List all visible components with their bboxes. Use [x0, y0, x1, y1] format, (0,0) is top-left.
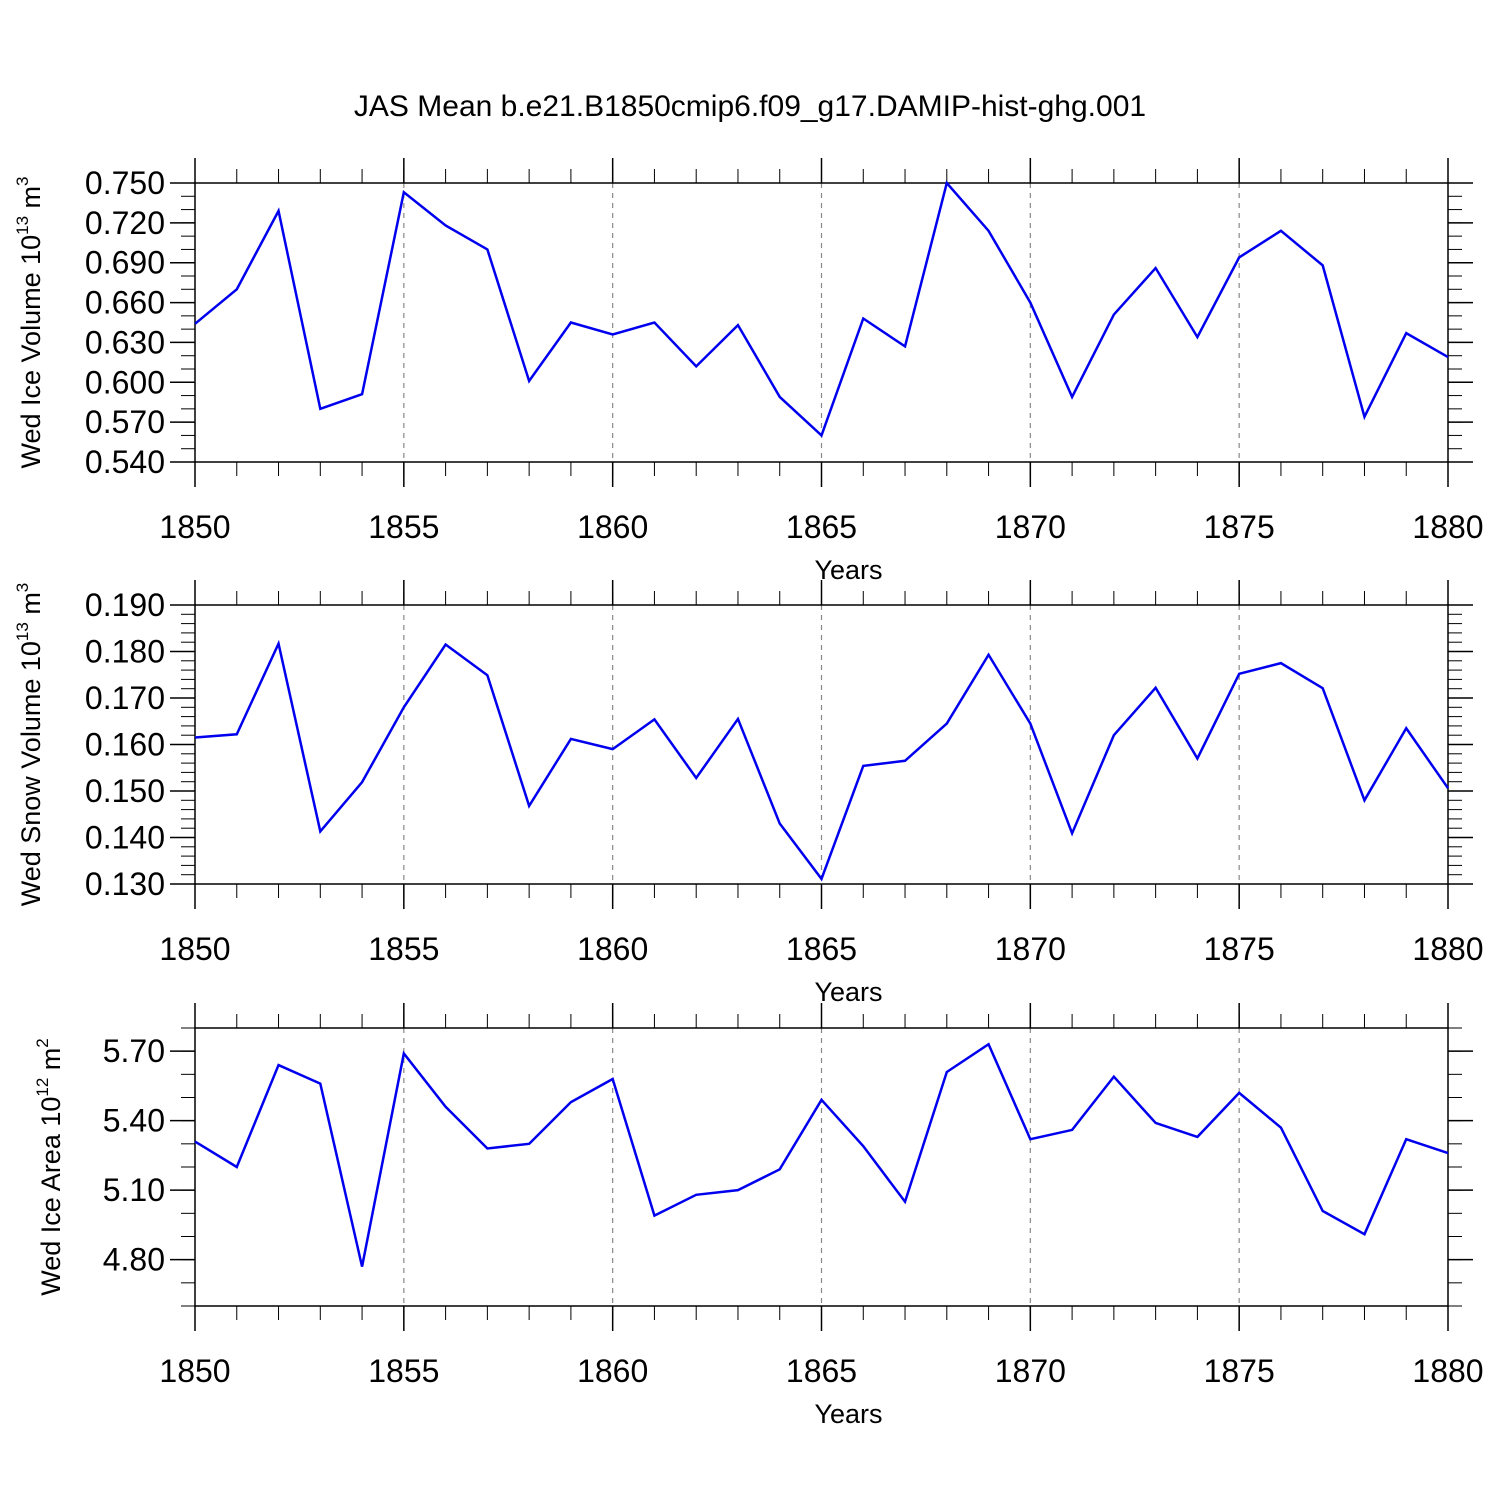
series-line-ice-area [194, 1042, 1449, 1267]
y-tick-label-0.130: 0.130 [85, 866, 165, 902]
y-axis-label-unit-exponent: 3 [13, 176, 32, 185]
x-tick-label-1865: 1865 [786, 1353, 857, 1389]
y-tick-label-0.150: 0.150 [85, 773, 165, 809]
y-axis-label-exponent: 12 [33, 1078, 52, 1097]
x-tick-label-1880: 1880 [1412, 1353, 1483, 1389]
y-axis-label: Wed Ice Area 1012 m2 [33, 1038, 66, 1296]
series-line-snow-volume [194, 639, 1450, 882]
y-axis-label-exponent: 13 [13, 216, 32, 235]
y-axis-label-unit: m [36, 1048, 66, 1078]
chart-title: JAS Mean b.e21.B1850cmip6.f09_g17.DAMIP-… [353, 90, 1147, 123]
panel-snow-volume: 0.130 0.140 0.150 0.160 0.170 0.180 0.190 1850 1… [13, 580, 1484, 1007]
y-tick-label-0.600: 0.600 [85, 364, 165, 400]
x-tick-label-1870: 1870 [995, 509, 1066, 545]
y-tick-label-0.660: 0.660 [85, 285, 165, 321]
x-tick-label-1860: 1860 [577, 931, 648, 967]
x-tick-label-1875: 1875 [1204, 1353, 1275, 1389]
x-axis-label: Years [814, 555, 882, 585]
y-axis-label-unit-exponent: 3 [13, 583, 32, 592]
x-tick-label-1855: 1855 [368, 1353, 439, 1389]
y-tick-label-0.140: 0.140 [85, 820, 165, 856]
y-tick-label-0.160: 0.160 [85, 727, 165, 763]
x-tick-label-1855: 1855 [368, 931, 439, 967]
series-line-ice-volume [194, 180, 1449, 438]
y-tick-label-0.750: 0.750 [85, 165, 165, 201]
y-tick-label-5.10: 5.10 [103, 1172, 165, 1208]
x-axis-label: Years [814, 1399, 882, 1429]
x-tick-label-1860: 1860 [577, 1353, 648, 1389]
y-tick-label-0.720: 0.720 [85, 205, 165, 241]
y-tick-label-0.540: 0.540 [85, 444, 165, 480]
x-tick-label-1880: 1880 [1412, 509, 1483, 545]
x-tick-label-1850: 1850 [159, 1353, 230, 1389]
y-tick-label-0.630: 0.630 [85, 324, 165, 360]
x-tick-label-1850: 1850 [159, 509, 230, 545]
x-tick-label-1860: 1860 [577, 509, 648, 545]
y-axis-label-unit: m [16, 592, 46, 622]
y-tick-label-0.570: 0.570 [85, 404, 165, 440]
x-tick-label-1870: 1870 [995, 931, 1066, 967]
y-axis-label-exponent: 13 [13, 622, 32, 641]
x-tick-label-1850: 1850 [159, 931, 230, 967]
y-axis-label-unit: m [16, 186, 46, 216]
y-axis-label-text: Wed Snow Volume 10 [16, 641, 46, 906]
y-axis-label: Wed Ice Volume 1013 m3 [13, 176, 46, 468]
x-tick-label-1865: 1865 [786, 509, 857, 545]
y-tick-label-0.690: 0.690 [85, 245, 165, 281]
panel-ice-area: 4.80 5.10 5.40 5.70 1850 1855 1860 1865 1870 1875… [33, 1003, 1484, 1429]
x-tick-label-1855: 1855 [368, 509, 439, 545]
y-axis-label-text: Wed Ice Area 10 [36, 1097, 66, 1296]
y-axis-label-unit-exponent: 2 [33, 1038, 52, 1047]
x-axis-label: Years [814, 977, 882, 1007]
y-axis-label: Wed Snow Volume 1013 m3 [13, 583, 46, 907]
x-tick-label-1875: 1875 [1204, 931, 1275, 967]
y-tick-label-0.180: 0.180 [85, 634, 165, 670]
y-tick-label-0.170: 0.170 [85, 680, 165, 716]
x-tick-label-1875: 1875 [1204, 509, 1275, 545]
y-tick-label-0.190: 0.190 [85, 587, 165, 623]
x-tick-label-1870: 1870 [995, 1353, 1066, 1389]
y-tick-label-4.80: 4.80 [103, 1242, 165, 1278]
x-tick-label-1880: 1880 [1412, 931, 1483, 967]
y-tick-label-5.70: 5.70 [103, 1033, 165, 1069]
y-axis-label-text: Wed Ice Volume 10 [16, 235, 46, 469]
x-tick-label-1865: 1865 [786, 931, 857, 967]
y-tick-label-5.40: 5.40 [103, 1103, 165, 1139]
